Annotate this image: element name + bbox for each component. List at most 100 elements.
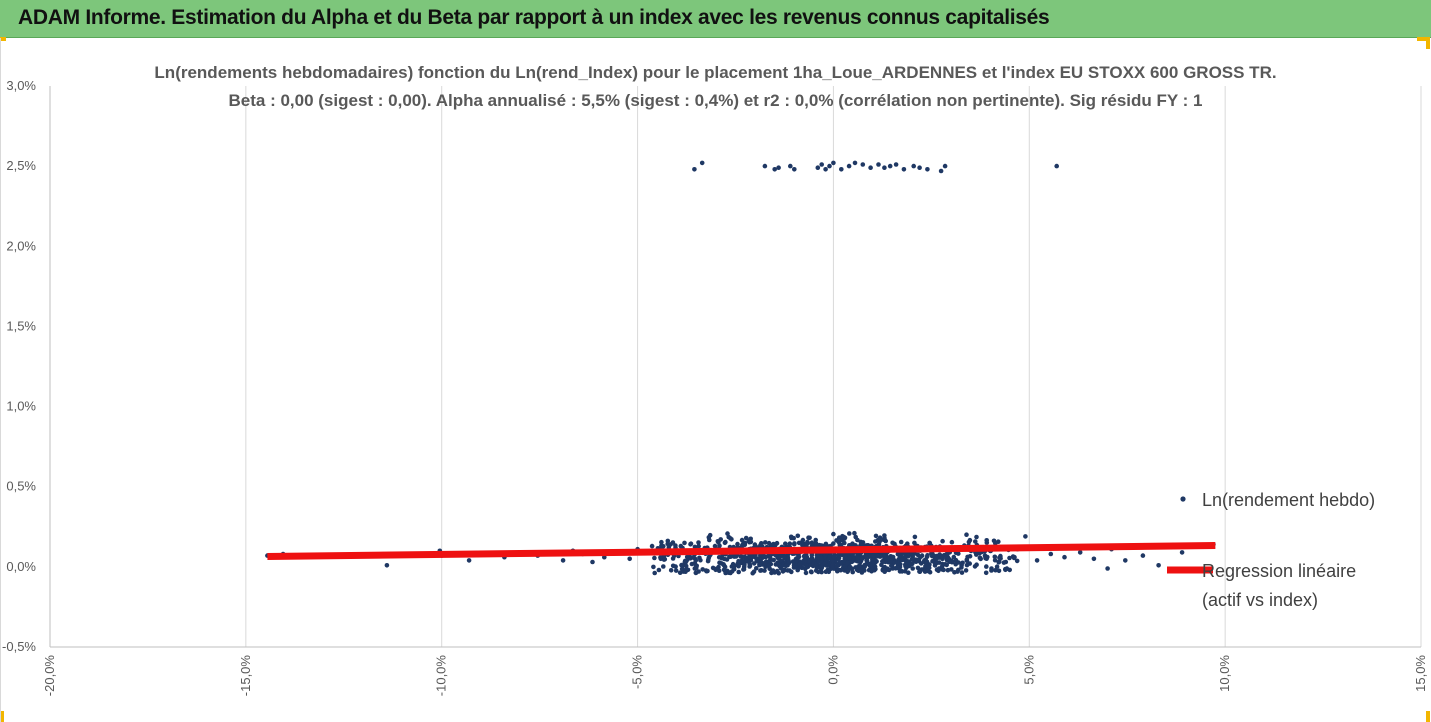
data-point: [934, 556, 939, 561]
chart-area: [0, 38, 1431, 722]
y-tick-label: 1,5%: [6, 318, 36, 333]
data-point: [805, 539, 810, 545]
data-point: [956, 560, 961, 565]
data-point: [839, 167, 844, 172]
data-point: [855, 555, 860, 561]
data-point: [787, 541, 793, 546]
data-point: [831, 541, 836, 546]
data-point: [1007, 555, 1012, 561]
data-point: [993, 567, 998, 573]
data-point: [917, 165, 922, 170]
data-point: [699, 160, 705, 166]
y-tick-label: 2,5%: [6, 158, 36, 173]
data-point: [683, 569, 688, 574]
data-point: [689, 561, 695, 567]
data-point: [909, 556, 915, 562]
data-point: [651, 564, 656, 570]
data-point: [780, 569, 786, 574]
data-point: [733, 554, 739, 559]
data-point: [816, 559, 821, 564]
data-point: [766, 562, 772, 568]
regression-line: [267, 542, 1216, 560]
data-point: [665, 541, 670, 547]
data-point: [876, 162, 881, 167]
data-point: [1062, 554, 1067, 560]
data-point: [807, 558, 812, 564]
data-point: [809, 540, 815, 545]
data-point: [834, 538, 839, 543]
data-point: [947, 559, 952, 564]
data-point: [896, 551, 902, 557]
data-point: [739, 537, 745, 543]
corner-marker-bottom-right: [1426, 711, 1430, 722]
data-point: [730, 561, 736, 567]
data-point: [841, 534, 847, 540]
data-point: [778, 554, 783, 560]
data-point: [776, 165, 781, 170]
data-point: [466, 558, 472, 563]
data-point: [560, 558, 566, 563]
data-point: [898, 539, 904, 545]
data-point: [707, 537, 712, 543]
data-point: [772, 167, 777, 172]
data-point: [846, 163, 852, 169]
data-point: [783, 563, 789, 569]
y-tick-label: 3,0%: [6, 78, 36, 93]
legend-label-regression-line2: (actif vs index): [1202, 590, 1318, 610]
y-tick-label: 0,0%: [6, 559, 36, 574]
data-point: [992, 554, 998, 560]
data-point: [964, 558, 970, 564]
data-point: [938, 168, 944, 174]
data-point: [934, 567, 940, 572]
data-point: [880, 559, 885, 564]
data-point: [742, 542, 748, 548]
data-point: [682, 540, 687, 546]
data-point: [799, 539, 805, 545]
data-point: [762, 560, 767, 566]
data-point: [718, 537, 723, 542]
data-point: [857, 563, 863, 568]
legend-label-scatter: Ln(rendement hebdo): [1202, 490, 1375, 510]
data-point: [862, 568, 867, 573]
data-point: [837, 559, 842, 565]
data-point: [823, 167, 828, 172]
data-point: [823, 569, 829, 574]
data-point: [1034, 558, 1040, 563]
data-point: [998, 553, 1003, 559]
data-point: [890, 554, 896, 560]
data-point: [1140, 553, 1146, 558]
data-point: [881, 554, 887, 559]
data-point: [688, 542, 693, 547]
data-point: [964, 532, 969, 537]
data-point: [782, 555, 787, 560]
data-point: [949, 567, 954, 572]
data-point: [996, 560, 1001, 565]
data-point: [670, 563, 676, 569]
data-point: [984, 564, 989, 569]
data-point: [1014, 558, 1020, 564]
data-point: [964, 562, 970, 568]
data-point: [1105, 566, 1110, 571]
data-point: [705, 568, 710, 574]
data-point: [904, 560, 909, 565]
data-point: [850, 569, 855, 575]
data-point: [692, 167, 697, 172]
data-point: [847, 531, 852, 536]
data-point: [793, 558, 799, 564]
data-point: [846, 555, 852, 561]
data-point: [934, 560, 940, 566]
data-point: [887, 163, 893, 169]
data-point: [960, 560, 965, 566]
data-point: [831, 554, 837, 560]
data-point: [806, 535, 811, 540]
data-point: [719, 554, 724, 560]
data-point: [736, 569, 741, 575]
x-tick-label: 10,0%: [1217, 655, 1232, 692]
data-point: [685, 556, 691, 562]
data-point: [813, 537, 818, 543]
data-point: [697, 555, 702, 561]
legend-marker-scatter: [1180, 496, 1186, 502]
data-point: [877, 535, 883, 540]
x-tick-label: 0,0%: [825, 655, 840, 685]
data-point: [723, 539, 728, 545]
